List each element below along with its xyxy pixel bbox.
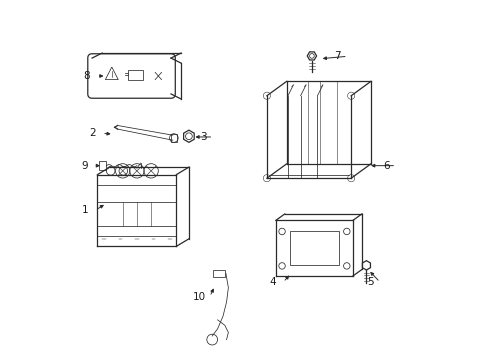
Text: 5: 5 [366,277,372,287]
Text: 6: 6 [382,161,388,171]
Text: 7: 7 [334,51,340,61]
Bar [171,134,176,141]
Text: 10: 10 [193,292,206,302]
Text: 4: 4 [269,277,276,287]
Bar [289,231,338,265]
Text: 9: 9 [81,161,88,171]
Text: 1: 1 [81,206,88,216]
Text: 2: 2 [89,129,95,138]
Bar [212,270,225,277]
Text: 3: 3 [200,132,206,142]
Bar [127,69,143,80]
Text: 8: 8 [83,71,90,81]
